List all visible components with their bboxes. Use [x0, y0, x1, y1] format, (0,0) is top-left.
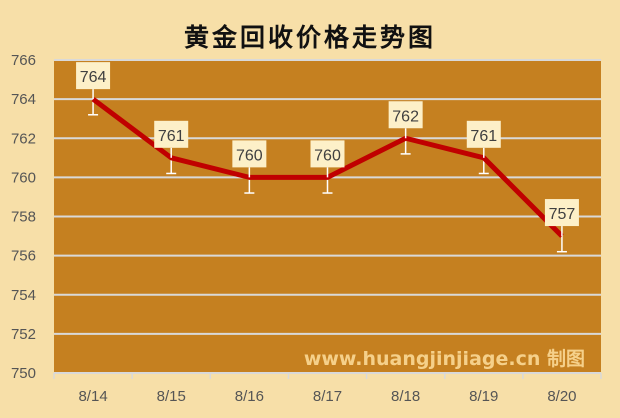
x-tick-label: 8/16	[235, 388, 264, 405]
data-label-box	[544, 199, 579, 227]
x-tick-label: 8/20	[547, 388, 576, 405]
y-tick-label: 752	[11, 326, 36, 343]
y-tick-label: 766	[11, 52, 36, 69]
data-label-box	[466, 120, 501, 148]
x-tick-label: 8/14	[78, 388, 107, 405]
data-label: 761	[470, 128, 497, 145]
x-tick-label: 8/15	[157, 388, 186, 405]
x-tick-label: 8/17	[313, 388, 342, 405]
watermark: www.huangjinjiage.cn 制图	[304, 347, 585, 370]
x-tick-label: 8/18	[391, 388, 420, 405]
data-label: 762	[392, 108, 419, 125]
y-tick-label: 756	[11, 248, 36, 265]
y-tick-label: 760	[11, 169, 36, 186]
y-tick-label: 762	[11, 130, 36, 147]
data-label: 757	[549, 206, 576, 223]
data-label-box	[388, 101, 423, 129]
data-label: 764	[80, 69, 107, 86]
data-label: 760	[236, 147, 263, 164]
data-label: 761	[158, 128, 185, 145]
data-label-box	[154, 120, 189, 148]
chart-title: 黄金回收价格走势图	[183, 23, 436, 52]
y-tick-label: 758	[11, 209, 36, 226]
data-label-box	[232, 140, 267, 168]
x-tick-label: 8/19	[469, 388, 498, 405]
data-label-box	[310, 140, 345, 168]
data-label: 760	[314, 147, 341, 164]
data-label-box	[76, 62, 111, 90]
y-tick-label: 754	[11, 287, 36, 304]
y-tick-label: 764	[11, 91, 36, 108]
y-tick-label: 750	[11, 365, 36, 382]
